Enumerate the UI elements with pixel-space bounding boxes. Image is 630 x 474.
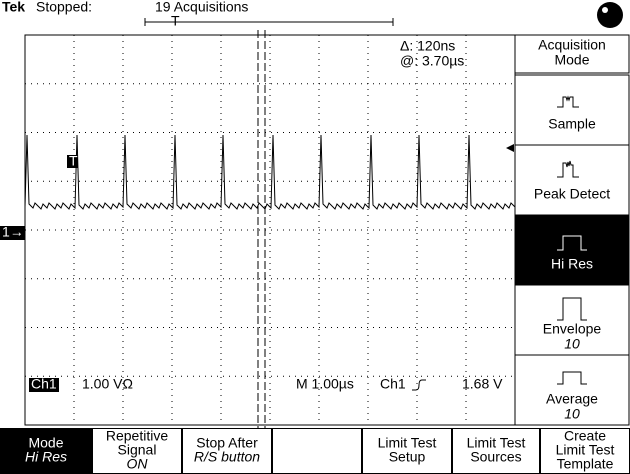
side-menu-label: Peak Detect <box>534 186 610 202</box>
brand: Tek <box>2 0 25 15</box>
mode-icon <box>557 160 579 178</box>
trigger-level-arrow <box>506 144 514 152</box>
side-menu-label: Envelope <box>543 321 602 337</box>
side-menu-title: Acquisition <box>538 37 606 53</box>
side-menu-label: Average <box>546 391 598 407</box>
side-menu-button[interactable] <box>514 354 630 426</box>
cursors <box>257 30 266 428</box>
side-menu-button[interactable] <box>514 214 630 286</box>
bottom-menu-label: Sources <box>470 449 521 465</box>
record-trigger: T <box>171 13 180 29</box>
mode-icon <box>557 235 587 251</box>
vertical-scale: 1.00 VΩ <box>82 376 133 392</box>
channel-marker-box <box>0 226 25 240</box>
bottom-menu-value: ON <box>127 456 149 472</box>
bottom-menu-label: Stop After <box>196 435 258 451</box>
bottom-menu-button[interactable] <box>540 428 630 474</box>
bottom-menu-button[interactable] <box>452 428 540 474</box>
mode-icon <box>557 297 587 321</box>
cursor-delta: Δ: 120ns <box>400 38 455 54</box>
bottom-menu-button[interactable] <box>362 428 452 474</box>
channel: Ch1 <box>31 376 57 392</box>
channel-marker: 1→ <box>2 224 24 240</box>
bottom-menu-button[interactable] <box>92 428 182 474</box>
trigger-level: 1.68 V <box>462 376 503 392</box>
bottom-menu-label: Limit Test <box>556 442 615 458</box>
bottom-menu-value: R/S button <box>194 449 260 465</box>
bottom-menu-label: Repetitive <box>106 428 168 444</box>
side-menu-value: 10 <box>564 336 580 352</box>
bottom-menu-label: Setup <box>389 449 426 465</box>
channel-box <box>29 378 59 392</box>
timebase: M 1.00µs <box>296 376 354 392</box>
bottom-menu-label: Mode <box>28 435 63 451</box>
bottom-menu-label: Template <box>557 456 614 472</box>
bottom-menu-label: Limit Test <box>467 435 526 451</box>
trigger-slope <box>412 379 426 391</box>
bottom-menu-button[interactable] <box>272 428 362 474</box>
knob-highlight <box>602 7 608 13</box>
mode-icon <box>557 95 579 108</box>
cursor-at: @: 3.70µs <box>400 53 464 69</box>
side-menu-label: Hi Res <box>551 256 593 272</box>
side-menu-title-box <box>514 34 630 74</box>
mode-icon <box>557 371 587 385</box>
trigger-marker: T <box>69 153 78 169</box>
acquisitions: 19 Acquisitions <box>155 0 248 15</box>
side-menu-button[interactable] <box>514 284 630 356</box>
side-menu-button[interactable] <box>514 74 630 146</box>
trigger-marker-box <box>67 155 78 168</box>
bottom-menu-label: Create <box>564 428 606 444</box>
record-bar <box>144 18 394 26</box>
side-menu-button[interactable] <box>514 144 630 216</box>
side-menu-title: Mode <box>554 52 589 68</box>
waveform <box>24 134 516 210</box>
graticule-border <box>24 34 516 426</box>
bottom-menu-button[interactable] <box>0 428 92 474</box>
knob-indicator <box>597 2 623 28</box>
graticule <box>25 35 515 425</box>
side-menu-value: 10 <box>564 406 580 422</box>
status: Stopped: <box>36 0 92 15</box>
bottom-menu-value: Hi Res <box>25 449 67 465</box>
side-menu-label: Sample <box>548 116 596 132</box>
trigger-source: Ch1 <box>380 376 406 392</box>
bottom-menu-label: Signal <box>118 442 157 458</box>
bottom-menu-label: Limit Test <box>378 435 437 451</box>
